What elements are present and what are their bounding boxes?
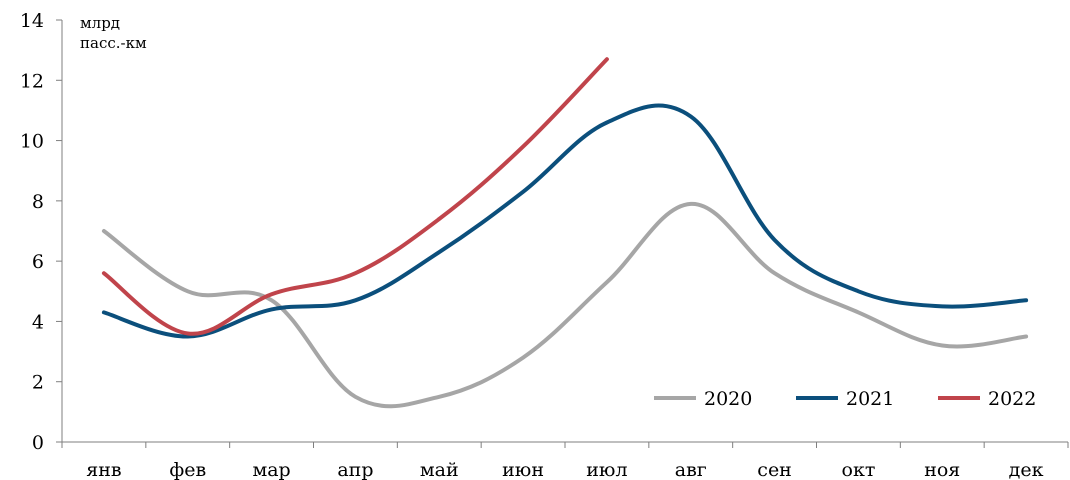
x-tick-label: окт xyxy=(842,459,876,480)
y-tick-label: 2 xyxy=(32,372,44,394)
y-axis: 0 2 4 6 8 10 12 14 xyxy=(20,10,63,454)
x-tick-label: апр xyxy=(337,459,373,480)
series-line-2020 xyxy=(101,201,1029,409)
series-lines xyxy=(101,57,1029,409)
x-tick-label: ноя xyxy=(924,459,960,480)
y-unit-label: млрд пасс.-км xyxy=(80,14,147,52)
x-tick-label: июл xyxy=(586,459,627,480)
y-tick-label: 8 xyxy=(32,191,44,213)
x-axis: янв фев мар апр май июн июл авг сен окт ноя дек xyxy=(61,441,1069,480)
legend-label: 2020 xyxy=(704,388,752,410)
y-tick-label: 4 xyxy=(32,311,44,333)
x-tick-label: мар xyxy=(252,459,290,480)
series-line-2022 xyxy=(101,57,609,336)
legend: 2020 2021 2022 xyxy=(654,388,1036,410)
y-tick-label: 0 xyxy=(32,432,44,454)
unit-label-line: млрд xyxy=(80,14,120,32)
y-tick-label: 10 xyxy=(20,131,44,153)
x-tick-label: фев xyxy=(169,459,206,480)
series-line-2021 xyxy=(101,103,1029,339)
x-tick-label: июн xyxy=(502,459,544,480)
x-tick-label: сен xyxy=(757,459,792,480)
x-tick-label: май xyxy=(420,459,459,480)
x-tick-label: дек xyxy=(1009,459,1044,480)
legend-label: 2022 xyxy=(988,388,1036,410)
y-tick-label: 12 xyxy=(20,70,44,92)
y-tick-label: 6 xyxy=(32,251,44,273)
legend-label: 2021 xyxy=(846,388,894,410)
y-tick-label: 14 xyxy=(20,10,44,32)
x-tick-label: янв xyxy=(86,459,121,480)
unit-label-line: пасс.-км xyxy=(80,34,147,52)
x-tick-label: авг xyxy=(675,459,707,480)
